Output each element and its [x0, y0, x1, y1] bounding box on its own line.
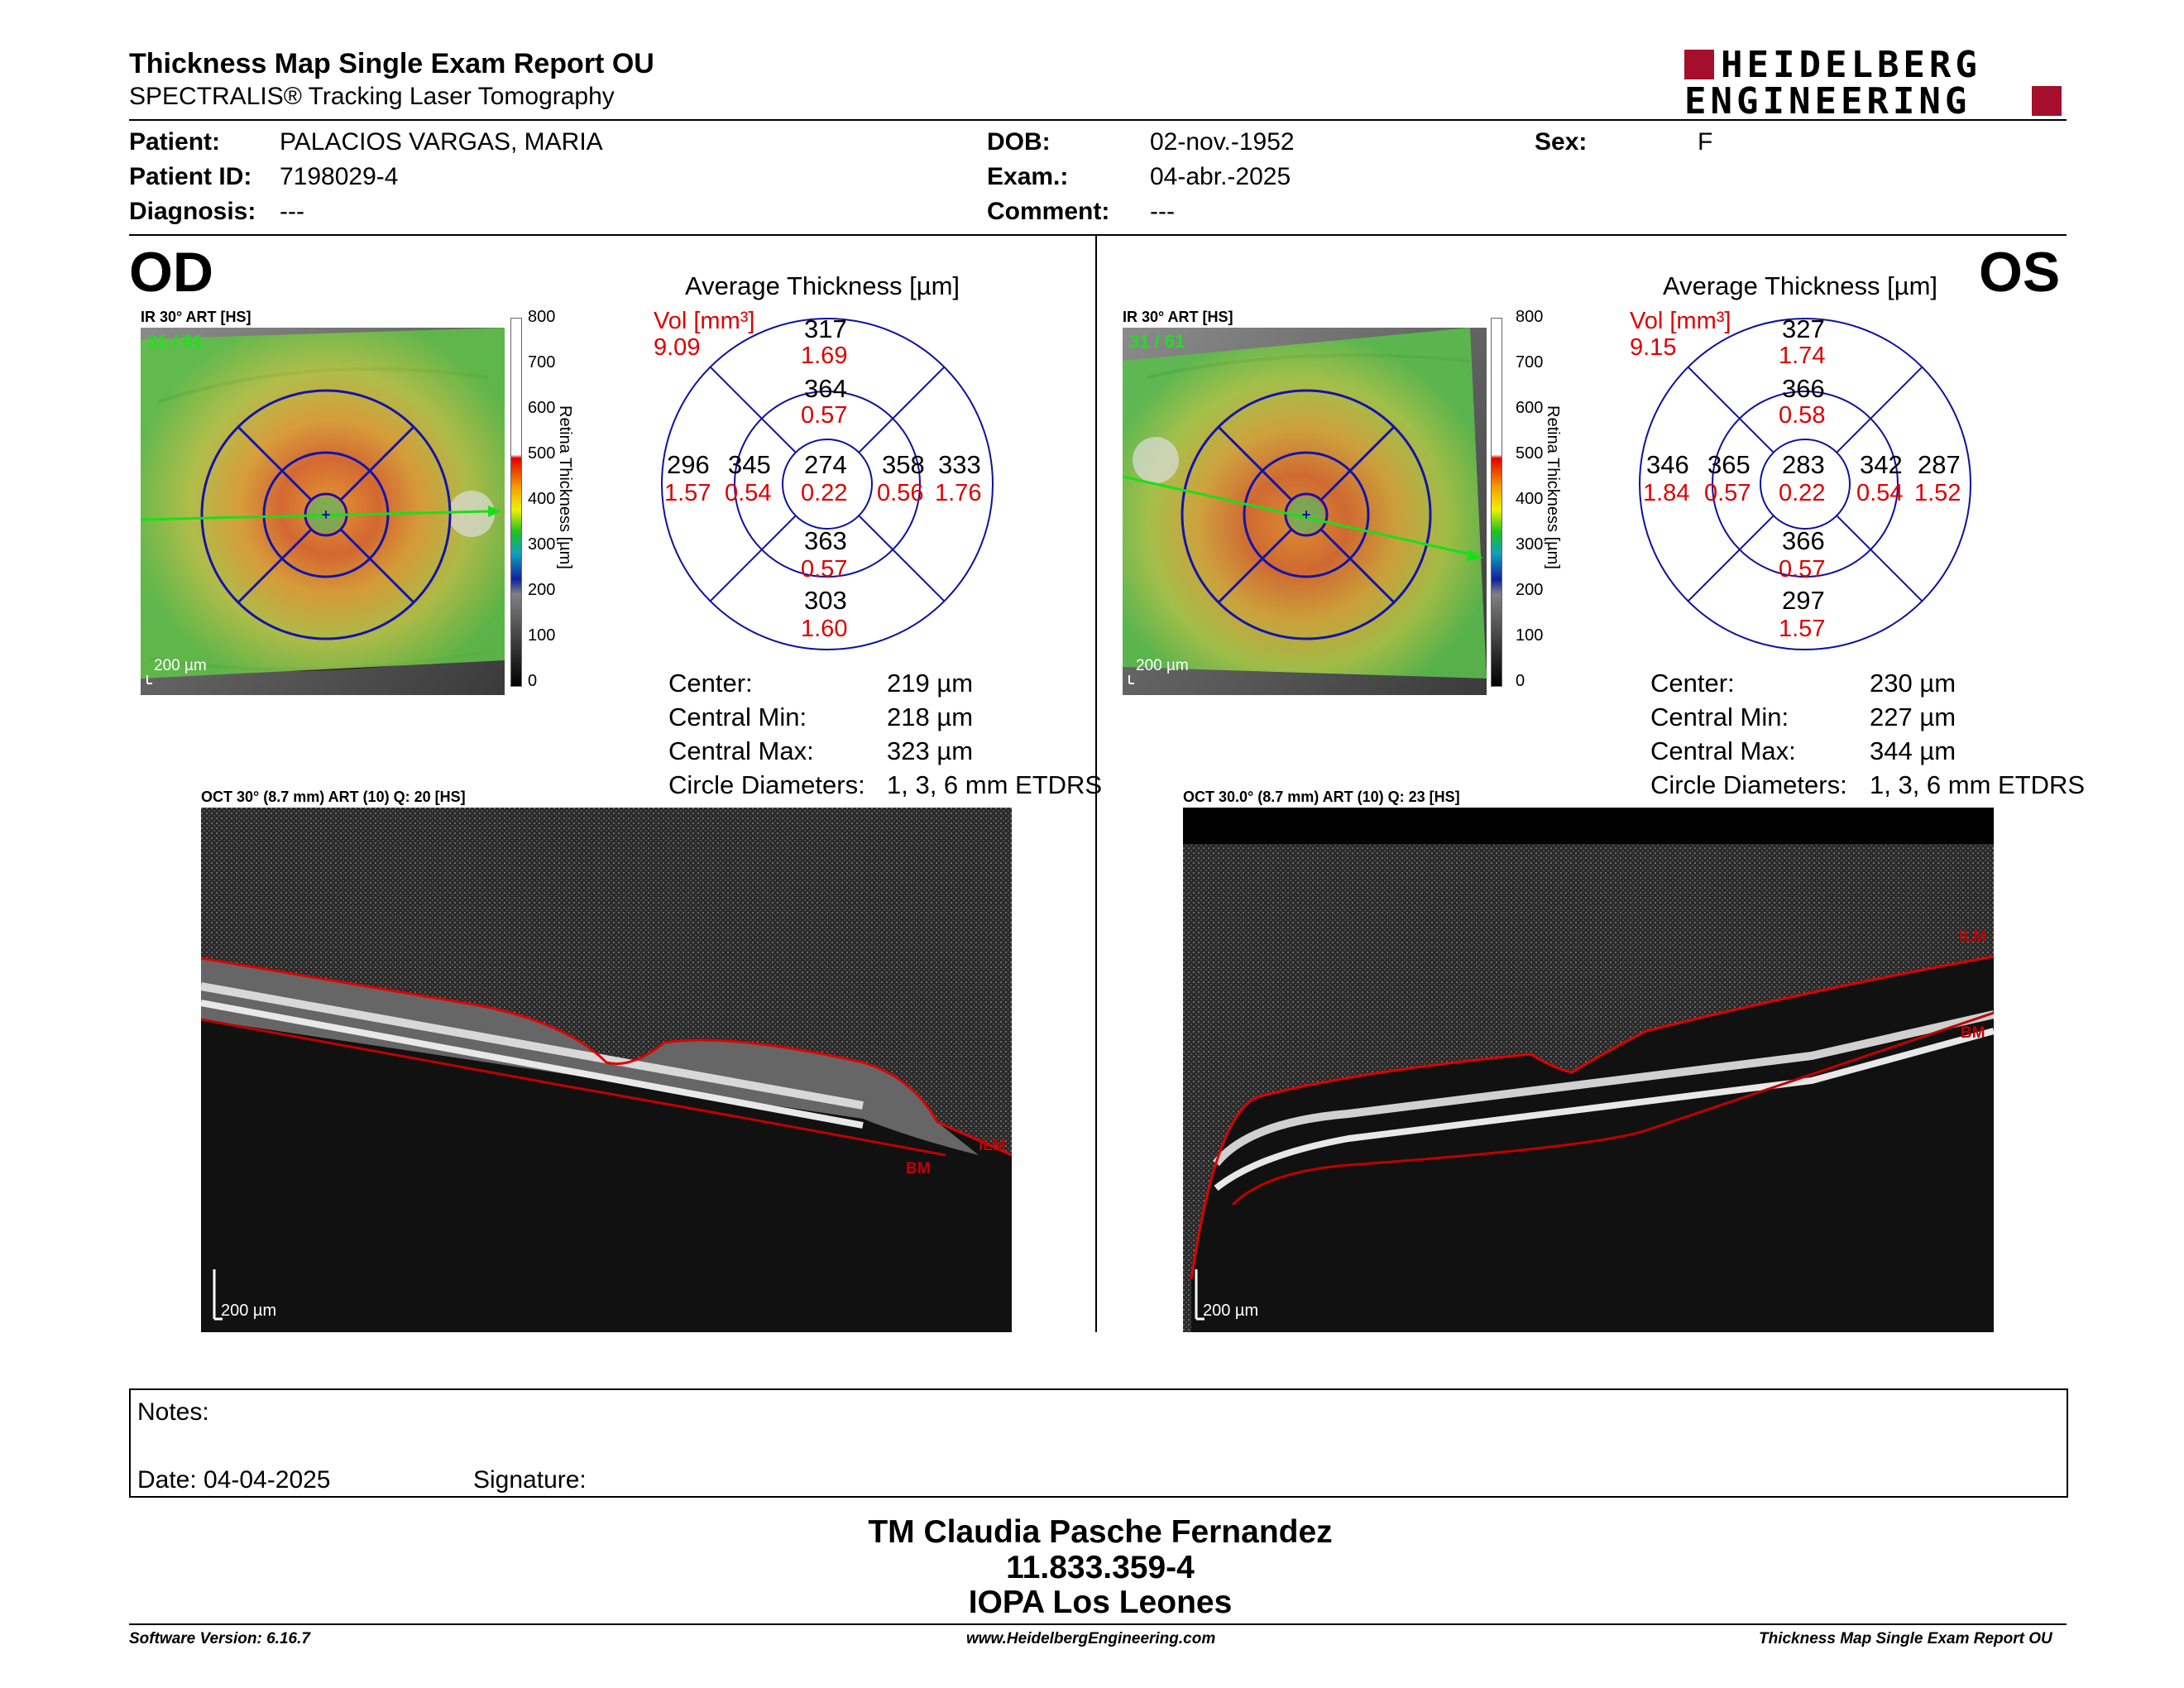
od-oct-label: OCT 30° (8.7 mm) ART (10) Q: 20 [HS] [201, 789, 466, 805]
os-frame-counter: 31 / 61 [1129, 331, 1185, 352]
website-link[interactable]: www.HeidelbergEngineering.com [966, 1630, 1216, 1647]
heidelberg-logo: HEIDELBERG ENGINEERING [1684, 46, 2065, 121]
od-etdrs-grid [661, 318, 994, 650]
od-ir-label: IR 30° ART [HS] [141, 309, 251, 325]
svg-text:+: + [322, 506, 331, 523]
od-ilm-label: ILM [979, 1137, 1006, 1154]
date-label: Date: 04-04-2025 [137, 1466, 331, 1494]
os-bm-label: BM [1961, 1024, 1985, 1042]
od-oct-scale: 200 µm [221, 1302, 276, 1320]
od-thickness-map: + 31 / 61 200 µm [141, 328, 505, 695]
notes-label: Notes: [137, 1398, 209, 1426]
od-vol-label: Vol [mm³] [654, 308, 755, 334]
software-version: Software Version: 6.16.7 [129, 1630, 310, 1647]
footer-report-name: Thickness Map Single Exam Report OU [1759, 1630, 2052, 1647]
od-bm-label: BM [906, 1160, 931, 1177]
os-vol-label: Vol [mm³] [1630, 308, 1731, 334]
os-colorbar [1491, 318, 1502, 687]
sex-label: Sex: [1535, 128, 1588, 156]
patient-id: 7198029-4 [280, 163, 399, 190]
os-thickness-map: + 31 / 61 200 µm [1123, 328, 1487, 695]
patient-id-label: Patient ID: [129, 163, 252, 190]
od-grid-title: Average Thickness [µm] [685, 271, 960, 300]
os-grid-title: Average Thickness [µm] [1663, 271, 1938, 300]
dob-value: 02-nov.-1952 [1150, 128, 1295, 156]
patient-label: Patient: [129, 128, 221, 156]
od-vol-total: 9.09 [654, 334, 701, 361]
os-ir-label: IR 30° ART [HS] [1123, 309, 1233, 325]
signer-id: 11.833.359-4 [1006, 1550, 1195, 1585]
patient-divider [129, 234, 2067, 236]
comment-label: Comment: [987, 198, 1110, 225]
os-colorbar-label: Retina Thickness [µm] [1544, 405, 1562, 569]
diagnosis-label: Diagnosis: [129, 198, 256, 225]
od-frame-counter: 31 / 61 [147, 331, 203, 352]
report-title: Thickness Map Single Exam Report OU [129, 48, 654, 79]
od-eye-label: OD [129, 241, 213, 304]
os-vol-total: 9.15 [1630, 334, 1677, 361]
os-eye-label: OS [1979, 241, 2061, 304]
signer-name: TM Claudia Pasche Fernandez [868, 1514, 1333, 1550]
comment-value: --- [1150, 198, 1175, 225]
center-divider [1095, 236, 1097, 1332]
od-ir-scale: 200 µm [154, 657, 207, 674]
od-oct-bscan: ILM BM 200 µm [201, 808, 1012, 1332]
os-colorbar-ticks: 800 700 600 500 400 300 200 100 0 [1516, 308, 1544, 690]
footer-divider [129, 1623, 2067, 1625]
exam-value: 04-abr.-2025 [1150, 163, 1291, 190]
diagnosis-value: --- [280, 198, 304, 225]
report-subtitle: SPECTRALIS® Tracking Laser Tomography [129, 83, 615, 110]
od-colorbar-ticks: 800 700 600 500 400 300 200 100 0 [528, 308, 556, 690]
od-colorbar-label: Retina Thickness [µm] [556, 405, 574, 569]
notes-box[interactable]: Notes: Date: 04-04-2025 Signature: [129, 1388, 2068, 1498]
os-oct-bscan: ILM BM 200 µm [1183, 808, 1994, 1332]
exam-label: Exam.: [987, 163, 1069, 190]
os-oct-scale: 200 µm [1203, 1302, 1258, 1320]
dob-label: DOB: [987, 128, 1051, 156]
os-etdrs-grid [1639, 318, 1971, 650]
os-ir-scale: 200 µm [1136, 657, 1189, 674]
signature-label: Signature: [473, 1466, 587, 1494]
patient-name: PALACIOS VARGAS, MARIA [280, 128, 603, 156]
signer-institution: IOPA Los Leones [968, 1585, 1233, 1620]
od-colorbar [510, 318, 522, 687]
os-oct-label: OCT 30.0° (8.7 mm) ART (10) Q: 23 [HS] [1183, 789, 1460, 805]
sex-value: F [1698, 128, 1713, 156]
os-ilm-label: ILM [1959, 928, 1986, 946]
header-divider [129, 119, 2067, 121]
svg-text:+: + [1302, 506, 1311, 523]
